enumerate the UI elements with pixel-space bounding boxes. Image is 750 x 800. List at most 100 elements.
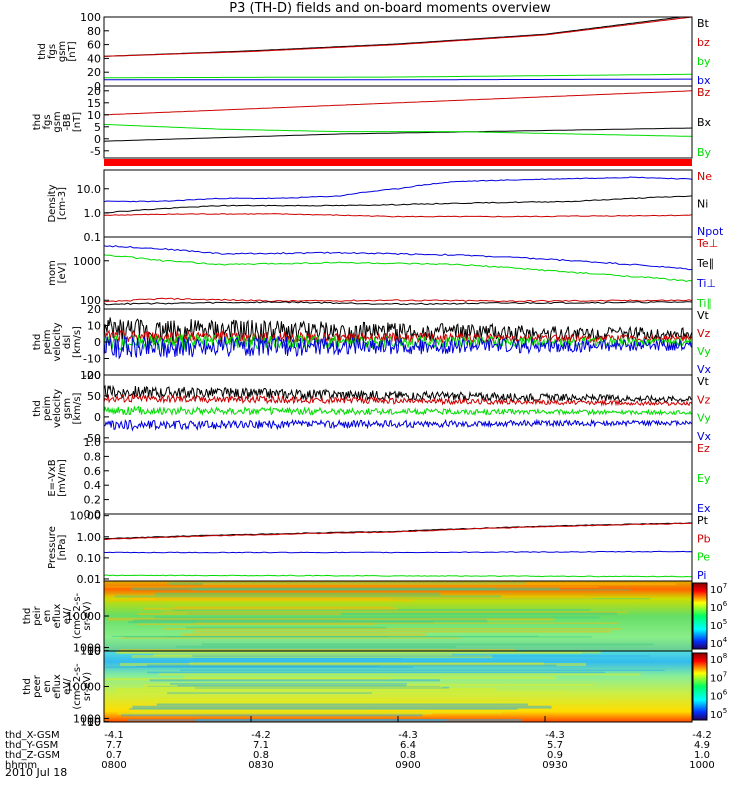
- x-row-value: 1000: [689, 760, 714, 771]
- p5-legend-red: Vz: [697, 327, 711, 340]
- p2-ytick-label: 0: [94, 133, 101, 146]
- x-row-label: hhmm: [5, 760, 37, 771]
- p4-series-black: [104, 301, 692, 306]
- p6-legend-red: Vz: [697, 393, 711, 406]
- p6-legend-black: Vt: [697, 375, 710, 388]
- p4-legend-blue: Ti⊥: [696, 277, 716, 290]
- x-row-value: 0.8: [400, 750, 416, 761]
- p10-colorbar-tick: 105: [710, 707, 727, 721]
- p5-series-red: [104, 329, 692, 345]
- p6-ytick-label: 50: [87, 390, 101, 403]
- p1-series-black: [104, 17, 686, 57]
- p4-legend-red: Te⊥: [696, 237, 718, 250]
- p3-legend-blue: Npot: [697, 225, 724, 238]
- x-row-value: 0.9: [547, 750, 563, 761]
- p3-series-blue: [104, 176, 692, 203]
- p2-frame: [103, 85, 693, 159]
- p4-series-blue: [104, 245, 692, 271]
- p5-legend-black: Vt: [697, 309, 710, 322]
- p2-legend-black: Bx: [697, 116, 712, 129]
- p5-ytick-label: 0: [94, 336, 101, 349]
- x-row-value: 0800: [101, 760, 126, 771]
- x-axis-annotation: thd_X-GSM -4.1 -4.2 -4.3 -4.3 -4.2 thd_Y-GSM 7.…: [5, 716, 715, 771]
- p8-series-group: [104, 522, 692, 578]
- p1-ytick-label: 40: [87, 52, 101, 65]
- x-row-label: thd_Y-GSM: [5, 740, 58, 751]
- p8-legend-blue: Pi: [697, 569, 706, 582]
- p3-series-red: [104, 213, 692, 218]
- p8-ylabel: Pressure[nPa]: [47, 526, 68, 569]
- p5-ytick-label: 20: [87, 303, 101, 316]
- p1-legend-red: bz: [697, 36, 710, 49]
- p8-ytick-label: 1.00: [77, 531, 102, 544]
- p2-ytick-label: 5: [94, 121, 101, 134]
- p5-ylabel: thdpeimvelocitydsl[km/s]: [32, 322, 83, 361]
- p6-frame: [103, 374, 693, 443]
- panel-p4: 100 1000 mom[eV] Te⊥ Te∥ Ti⊥ Ti∥: [47, 236, 718, 310]
- p8-legend-black: Pt: [697, 514, 709, 527]
- p6-series-blue: [104, 418, 692, 432]
- x-row-label: thd_Z-GSM: [5, 750, 60, 761]
- p10-ytick-label: 100: [80, 716, 101, 729]
- panel-stack: 020406080100thdfgsgsm[nT]Btbzbybx-505101…: [22, 11, 728, 729]
- p9-colorbar: [692, 582, 708, 650]
- p4-series-red: [104, 297, 692, 303]
- p6-ytick-label: -50: [83, 432, 101, 445]
- x-row-value: 6.4: [400, 740, 416, 751]
- p2-legend-red: Bz: [697, 86, 711, 99]
- p6-ytick-label: 0: [94, 411, 101, 424]
- p1-ytick-label: 20: [87, 66, 101, 79]
- p7-ytick-label: 0.6: [84, 465, 102, 478]
- x-row-value: 1.0: [694, 750, 710, 761]
- p9-colorbar-tick: 105: [710, 618, 727, 632]
- p8-series-blue: [104, 550, 692, 554]
- x-row-value: 5.7: [547, 740, 563, 751]
- panel-p6: -50 0 50 100 thdpeimvelocitygsm[km/s] Vt Vz Vy V…: [32, 369, 712, 445]
- p9-spectrogram: [104, 581, 692, 651]
- p2-series-group: [104, 90, 692, 142]
- p4-legend-black: Te∥: [696, 257, 714, 270]
- x-row-value: 0900: [395, 760, 420, 771]
- p1-ytick-label: 80: [87, 25, 101, 38]
- x-row-value: -4.2: [251, 730, 271, 741]
- p6-ylabel: thdpeimvelocitygsm[km/s]: [32, 389, 83, 428]
- p10-colorbar: [692, 652, 708, 721]
- p9-spectrogram-texture: [105, 582, 677, 651]
- p10-ytick-label: 1000: [73, 712, 101, 725]
- p6-legend-green: Vy: [697, 412, 711, 425]
- p4-ylabel: mom[eV]: [47, 260, 68, 286]
- p7-ytick-label: 1.0: [84, 436, 102, 449]
- p2-ytick-label: -5: [90, 145, 101, 158]
- p9-colorbar-tick: 106: [710, 600, 728, 614]
- x-row-value: -4.3: [545, 730, 565, 741]
- p7-ylabel: E=-VxB[mV/m]: [47, 459, 68, 497]
- p2-ytick-label: 15: [87, 97, 101, 110]
- p3-legend-red: Ne: [697, 170, 712, 183]
- p9-ytick-label: 10: [87, 645, 101, 658]
- x-row-value: 0930: [542, 760, 567, 771]
- x-row-value: 7.1: [253, 740, 269, 751]
- p10-spectrogram-texture: [105, 651, 665, 722]
- panel-p5: -20 -10 0 10 20 thdpeimvelocitydsl[km/s] Vt Vz V…: [32, 303, 712, 382]
- p10-ytick-label: 10: [87, 716, 101, 729]
- p3-ylabel: Density[cm-3]: [47, 184, 68, 222]
- p5-ytick-label: -20: [83, 369, 101, 382]
- p2-series-red: [104, 90, 692, 116]
- p3-legend-black: Ni: [697, 198, 708, 211]
- panel-separator-bar: [104, 159, 692, 166]
- p3-ytick-label: 1.0: [84, 207, 102, 220]
- p9-ytick-label: 10000: [66, 610, 101, 623]
- p7-legend-green: Ey: [697, 472, 711, 485]
- p6-legend-blue: Vx: [697, 430, 712, 443]
- p10-ylabel: thdpeerenefluxeV/(cm^2-s-sr-eV): [22, 663, 93, 710]
- x-row-value: -4.2: [692, 730, 712, 741]
- x-row-value: -4.1: [104, 730, 124, 741]
- p7-ytick-label: 0.2: [84, 494, 102, 507]
- p7-ytick-label: 0.4: [84, 479, 102, 492]
- p3-ytick-label: 0.1: [84, 231, 102, 244]
- panel-p7: 0.00.2 0.40.6 0.81.0 E=-VxB[mV/m] Ez Ey Ex: [47, 436, 711, 521]
- p9-ytick-label: 1000: [73, 642, 101, 655]
